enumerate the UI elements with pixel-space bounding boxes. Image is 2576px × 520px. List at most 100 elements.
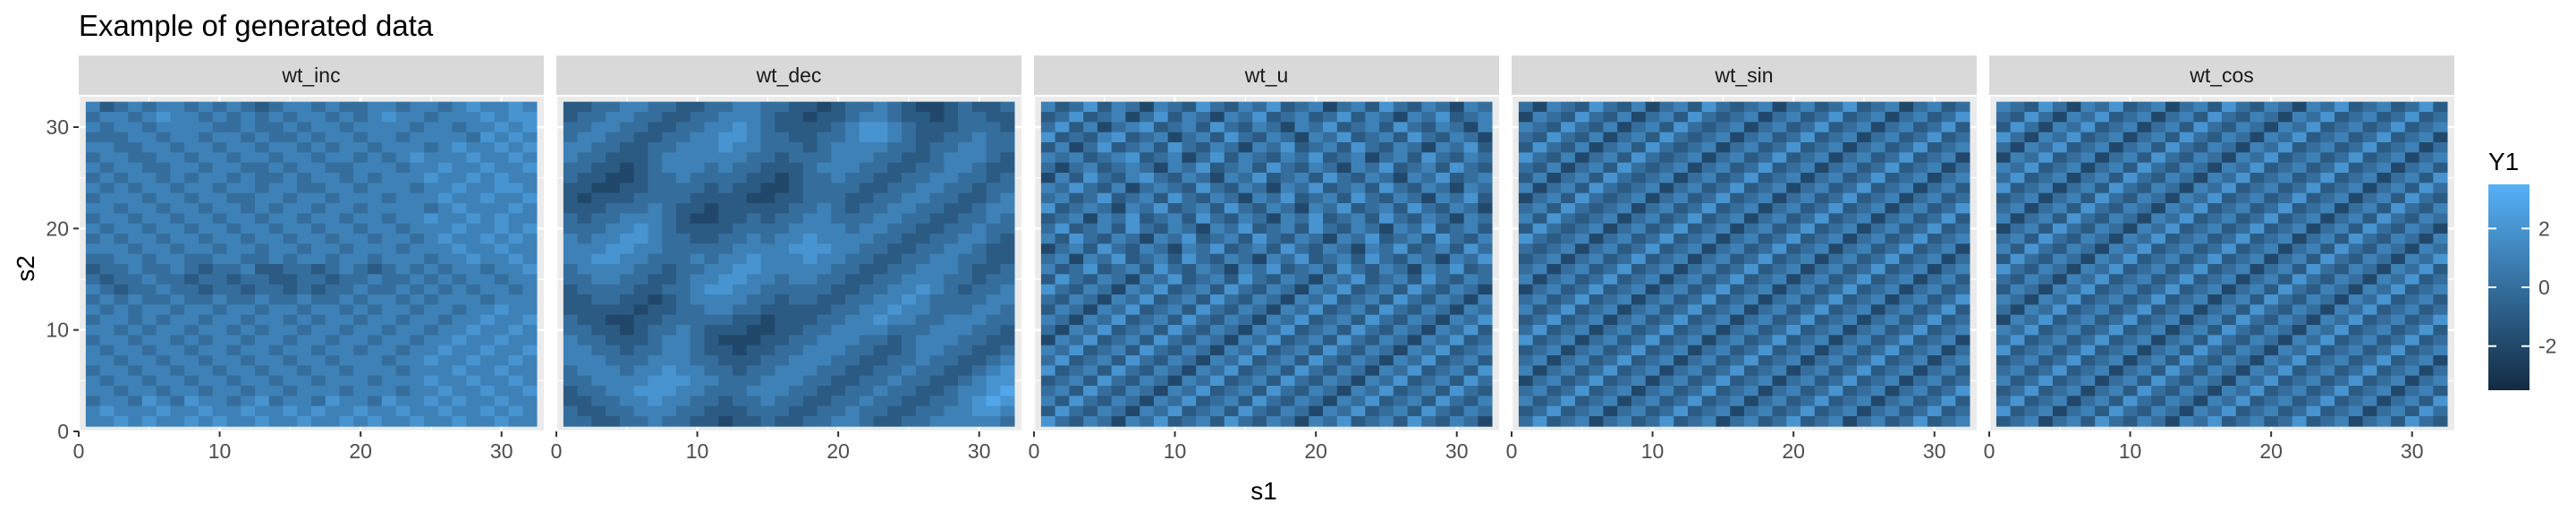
heatmap-cell — [1083, 112, 1097, 123]
heatmap-cell — [831, 122, 845, 132]
heatmap-cell — [1055, 112, 1070, 123]
heatmap-cell — [1125, 163, 1140, 174]
heatmap-cell — [775, 396, 789, 406]
heatmap-cell — [775, 376, 789, 387]
heatmap-cell — [157, 355, 171, 366]
heatmap-cell — [128, 315, 142, 326]
heatmap-cell — [2320, 132, 2334, 143]
heatmap-cell — [1295, 183, 1309, 193]
heatmap-cell — [845, 193, 860, 204]
heatmap-cell — [255, 163, 269, 174]
heatmap-cell — [382, 234, 396, 244]
heatmap-cell — [676, 142, 691, 153]
heatmap-cell — [2433, 213, 2447, 224]
heatmap-cell — [2419, 132, 2434, 143]
heatmap-cell — [2207, 304, 2222, 315]
heatmap-cell — [1041, 102, 1055, 113]
heatmap-cell — [1421, 203, 1436, 214]
heatmap-cell — [1210, 142, 1224, 153]
heatmap-cell — [648, 183, 662, 193]
heatmap-cell — [2363, 152, 2377, 163]
heatmap-cell — [2292, 213, 2307, 224]
heatmap-cell — [213, 386, 227, 396]
heatmap-cell — [326, 396, 340, 406]
heatmap-cell — [2307, 254, 2321, 265]
heatmap-cell — [1168, 365, 1182, 376]
heatmap-cell — [424, 142, 438, 153]
heatmap-cell — [2207, 234, 2222, 244]
heatmap-cell — [902, 416, 916, 427]
heatmap-cell — [368, 203, 382, 214]
heatmap-cell — [1168, 193, 1182, 204]
heatmap-cell — [1786, 132, 1801, 143]
heatmap-cell — [1436, 183, 1450, 193]
heatmap-cell — [874, 264, 888, 275]
heatmap-cell — [1394, 285, 1408, 295]
heatmap-cell — [1899, 203, 1913, 214]
heatmap-cell — [382, 376, 396, 387]
heatmap-cell — [142, 406, 157, 417]
heatmap-cell — [1702, 224, 1716, 234]
heatmap-cell — [648, 112, 662, 123]
heatmap-cell — [676, 152, 691, 163]
heatmap-cell — [1744, 396, 1758, 406]
heatmap-cell — [311, 285, 326, 295]
heatmap-cell — [509, 365, 523, 376]
heatmap-cell — [1589, 396, 1604, 406]
heatmap-cell — [1281, 294, 1295, 305]
heatmap-cell — [382, 304, 396, 315]
heatmap-cell — [1323, 163, 1337, 174]
heatmap-cell — [326, 285, 340, 295]
heatmap-cell — [1659, 406, 1674, 417]
heatmap-cell — [1083, 396, 1097, 406]
heatmap-cell — [1224, 224, 1239, 234]
heatmap-cell — [1196, 274, 1210, 285]
heatmap-cell — [382, 193, 396, 204]
heatmap-cell — [1942, 243, 1956, 254]
heatmap-cell — [1744, 183, 1758, 193]
heatmap-cell — [184, 285, 199, 295]
heatmap-cell — [1955, 365, 1970, 376]
heatmap-cell — [2320, 173, 2334, 183]
heatmap-cell — [2038, 213, 2053, 224]
heatmap-cell — [2095, 315, 2109, 326]
heatmap-cell — [1561, 224, 1575, 234]
heatmap-cell — [226, 396, 241, 406]
heatmap-cell — [2080, 254, 2095, 265]
heatmap-cell — [1295, 365, 1309, 376]
heatmap-cell — [396, 224, 411, 234]
heatmap-cell — [1702, 163, 1716, 174]
heatmap-cell — [2391, 304, 2405, 315]
heatmap-cell — [453, 163, 467, 174]
heatmap-cell — [691, 122, 705, 132]
heatmap-cell — [1603, 203, 1617, 214]
heatmap-cell — [2137, 183, 2151, 193]
heatmap-cell — [1000, 376, 1014, 387]
heatmap-cell — [2123, 254, 2138, 265]
heatmap-cell — [1688, 285, 1702, 295]
heatmap-cell — [1646, 325, 1660, 336]
heatmap-cell — [1112, 193, 1126, 204]
heatmap-cell — [1786, 386, 1801, 396]
heatmap-cell — [2320, 234, 2334, 244]
heatmap-cell — [128, 234, 142, 244]
heatmap-cell — [2123, 285, 2138, 295]
heatmap-cell — [2123, 224, 2138, 234]
heatmap-cell — [591, 386, 606, 396]
heatmap-cell — [1182, 213, 1196, 224]
heatmap-cell — [2038, 294, 2053, 305]
heatmap-cell — [1182, 132, 1196, 143]
heatmap-cell — [662, 132, 676, 143]
heatmap-cell — [916, 315, 930, 326]
heatmap-cell — [1617, 254, 1631, 265]
heatmap-cell — [1436, 304, 1450, 315]
heatmap-cell — [1603, 304, 1617, 315]
heatmap-cell — [326, 315, 340, 326]
heatmap-cell — [396, 315, 411, 326]
heatmap-cell — [410, 294, 424, 305]
heatmap-cell — [1125, 132, 1140, 143]
heatmap-cell — [1252, 315, 1267, 326]
heatmap-cell — [874, 254, 888, 265]
heatmap-cell — [1041, 183, 1055, 193]
heatmap-cell — [1154, 264, 1168, 275]
